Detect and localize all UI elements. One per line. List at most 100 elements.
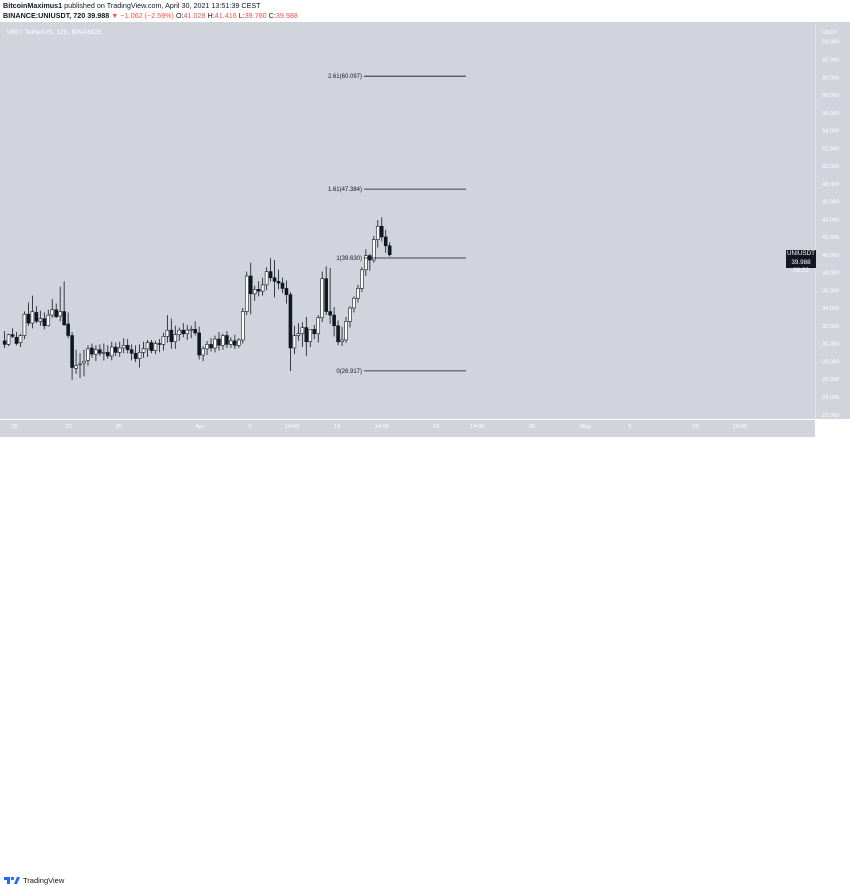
candle-body (62, 311, 66, 326)
candle-body (360, 269, 364, 289)
candle-body (272, 277, 277, 282)
chart-title: UNI / TetherUS, 12h, BINANCE (7, 29, 102, 36)
price-tick-label: 34.000 (822, 306, 839, 312)
candle-body (34, 312, 39, 322)
candle-body (217, 338, 221, 346)
badge-countdown: 08:22 (793, 267, 809, 274)
author-name[interactable]: BitcoinMaximus1 (3, 1, 63, 10)
candle-body (22, 313, 27, 336)
time-tick-label: 14:00 (285, 424, 300, 430)
chart-header: BitcoinMaximus1 published on TradingView… (0, 0, 850, 22)
candle-body (213, 338, 217, 349)
candle-body (157, 343, 162, 345)
time-tick-label: 19 (433, 424, 439, 430)
price-tick-label: 44.000 (822, 217, 839, 223)
time-tick-label: 14:00 (374, 424, 389, 430)
candle-body (280, 282, 285, 289)
candle-body (193, 328, 197, 334)
last-price: 39.988 (87, 11, 110, 20)
candle-body (26, 313, 31, 324)
candle-body (201, 348, 205, 356)
candle-body (82, 360, 86, 364)
candle-body (209, 344, 213, 349)
candle-body (94, 349, 98, 355)
candle-body (165, 329, 170, 337)
price-tick-label: 50.000 (822, 164, 839, 170)
price-tick-label: 22.000 (822, 413, 839, 419)
time-tick-label: 26 (529, 424, 535, 430)
candle-body (18, 335, 23, 343)
fib-level-label: 1.61(47.384) (328, 187, 362, 193)
candle-body (185, 329, 190, 335)
candle-body (316, 317, 321, 335)
candle-body (197, 332, 201, 356)
candle-body (387, 245, 392, 255)
candle-body (336, 325, 340, 343)
price-tick-label: 28.000 (822, 359, 839, 365)
candle-body (276, 281, 281, 284)
tradingview-logo[interactable]: TradingView (4, 876, 64, 885)
candle-body (117, 347, 122, 353)
candle-body (133, 352, 138, 359)
candle-body (241, 311, 245, 341)
candle-body (169, 329, 174, 343)
time-tick-label: Apr (195, 424, 204, 430)
candle-body (205, 344, 209, 350)
price-change: −1.062 (−2.59%) (120, 11, 174, 20)
candle-body (38, 318, 43, 322)
candle-body (70, 335, 74, 368)
open-value: 41.028 (183, 11, 206, 20)
tradingview-logo-text: TradingView (23, 876, 65, 885)
candle-body (98, 349, 102, 354)
time-tick-label: 15 (11, 424, 17, 430)
candle-body (264, 271, 269, 286)
tradingview-logo-icon (4, 876, 20, 884)
symbol-interval: BINANCE:UNIUSDT, 720 (3, 11, 86, 20)
candle-body (237, 339, 241, 346)
candle-body (268, 271, 273, 279)
candle-body (149, 342, 154, 351)
price-tick-label: 48.000 (822, 182, 839, 188)
candle-body (113, 346, 118, 353)
candle-body (46, 314, 51, 327)
price-tick-label: 58.000 (822, 93, 839, 99)
candle-body (248, 275, 253, 295)
time-tick-label: 5 (628, 424, 631, 430)
ohlc-line: BINANCE:UNIUSDT, 720 39.988 ▼ −1.062 (−2… (3, 11, 298, 20)
candle-body (6, 334, 11, 345)
price-axis[interactable] (815, 22, 850, 419)
price-tick-label: 40.000 (822, 253, 839, 259)
close-label: C: (268, 11, 276, 20)
candle-body (312, 328, 317, 335)
open-label: O: (175, 11, 184, 20)
price-tick-label: 56.000 (822, 111, 839, 117)
candle-body (189, 328, 193, 331)
candle-body (256, 289, 261, 292)
published-text: published on TradingView.com, April 30, … (64, 1, 261, 10)
candle-body (145, 342, 150, 350)
price-tick-label: 60.000 (822, 75, 839, 81)
candle-body (288, 294, 293, 349)
candle-body (320, 278, 325, 319)
candle-body (177, 329, 182, 335)
candle-body (106, 352, 110, 357)
candle-body (102, 352, 106, 354)
candlestick-chart: 22.000 24.000 26.000 28.000 30.000 32.000 34.0… (2, 30, 839, 430)
candle-body (324, 278, 328, 312)
candle-body (284, 288, 289, 295)
high-value: 41.416 (214, 11, 237, 20)
fib-level-label: 2.61(60.097) (328, 74, 362, 80)
candle-body (364, 255, 368, 271)
price-tick-label: 36.000 (822, 288, 839, 294)
high-label: H: (207, 11, 215, 20)
price-tick-label: USDT (822, 30, 838, 36)
time-axis[interactable] (0, 419, 815, 437)
candle-body (225, 335, 229, 345)
candle-body (2, 340, 7, 345)
price-tick-label: 30.000 (822, 342, 839, 348)
time-tick-label: 26 (116, 424, 122, 430)
price-tick-label: 38.000 (822, 271, 839, 277)
candle-body (292, 335, 297, 349)
price-tick-label: 54.000 (822, 129, 839, 135)
candle-body (109, 346, 114, 357)
